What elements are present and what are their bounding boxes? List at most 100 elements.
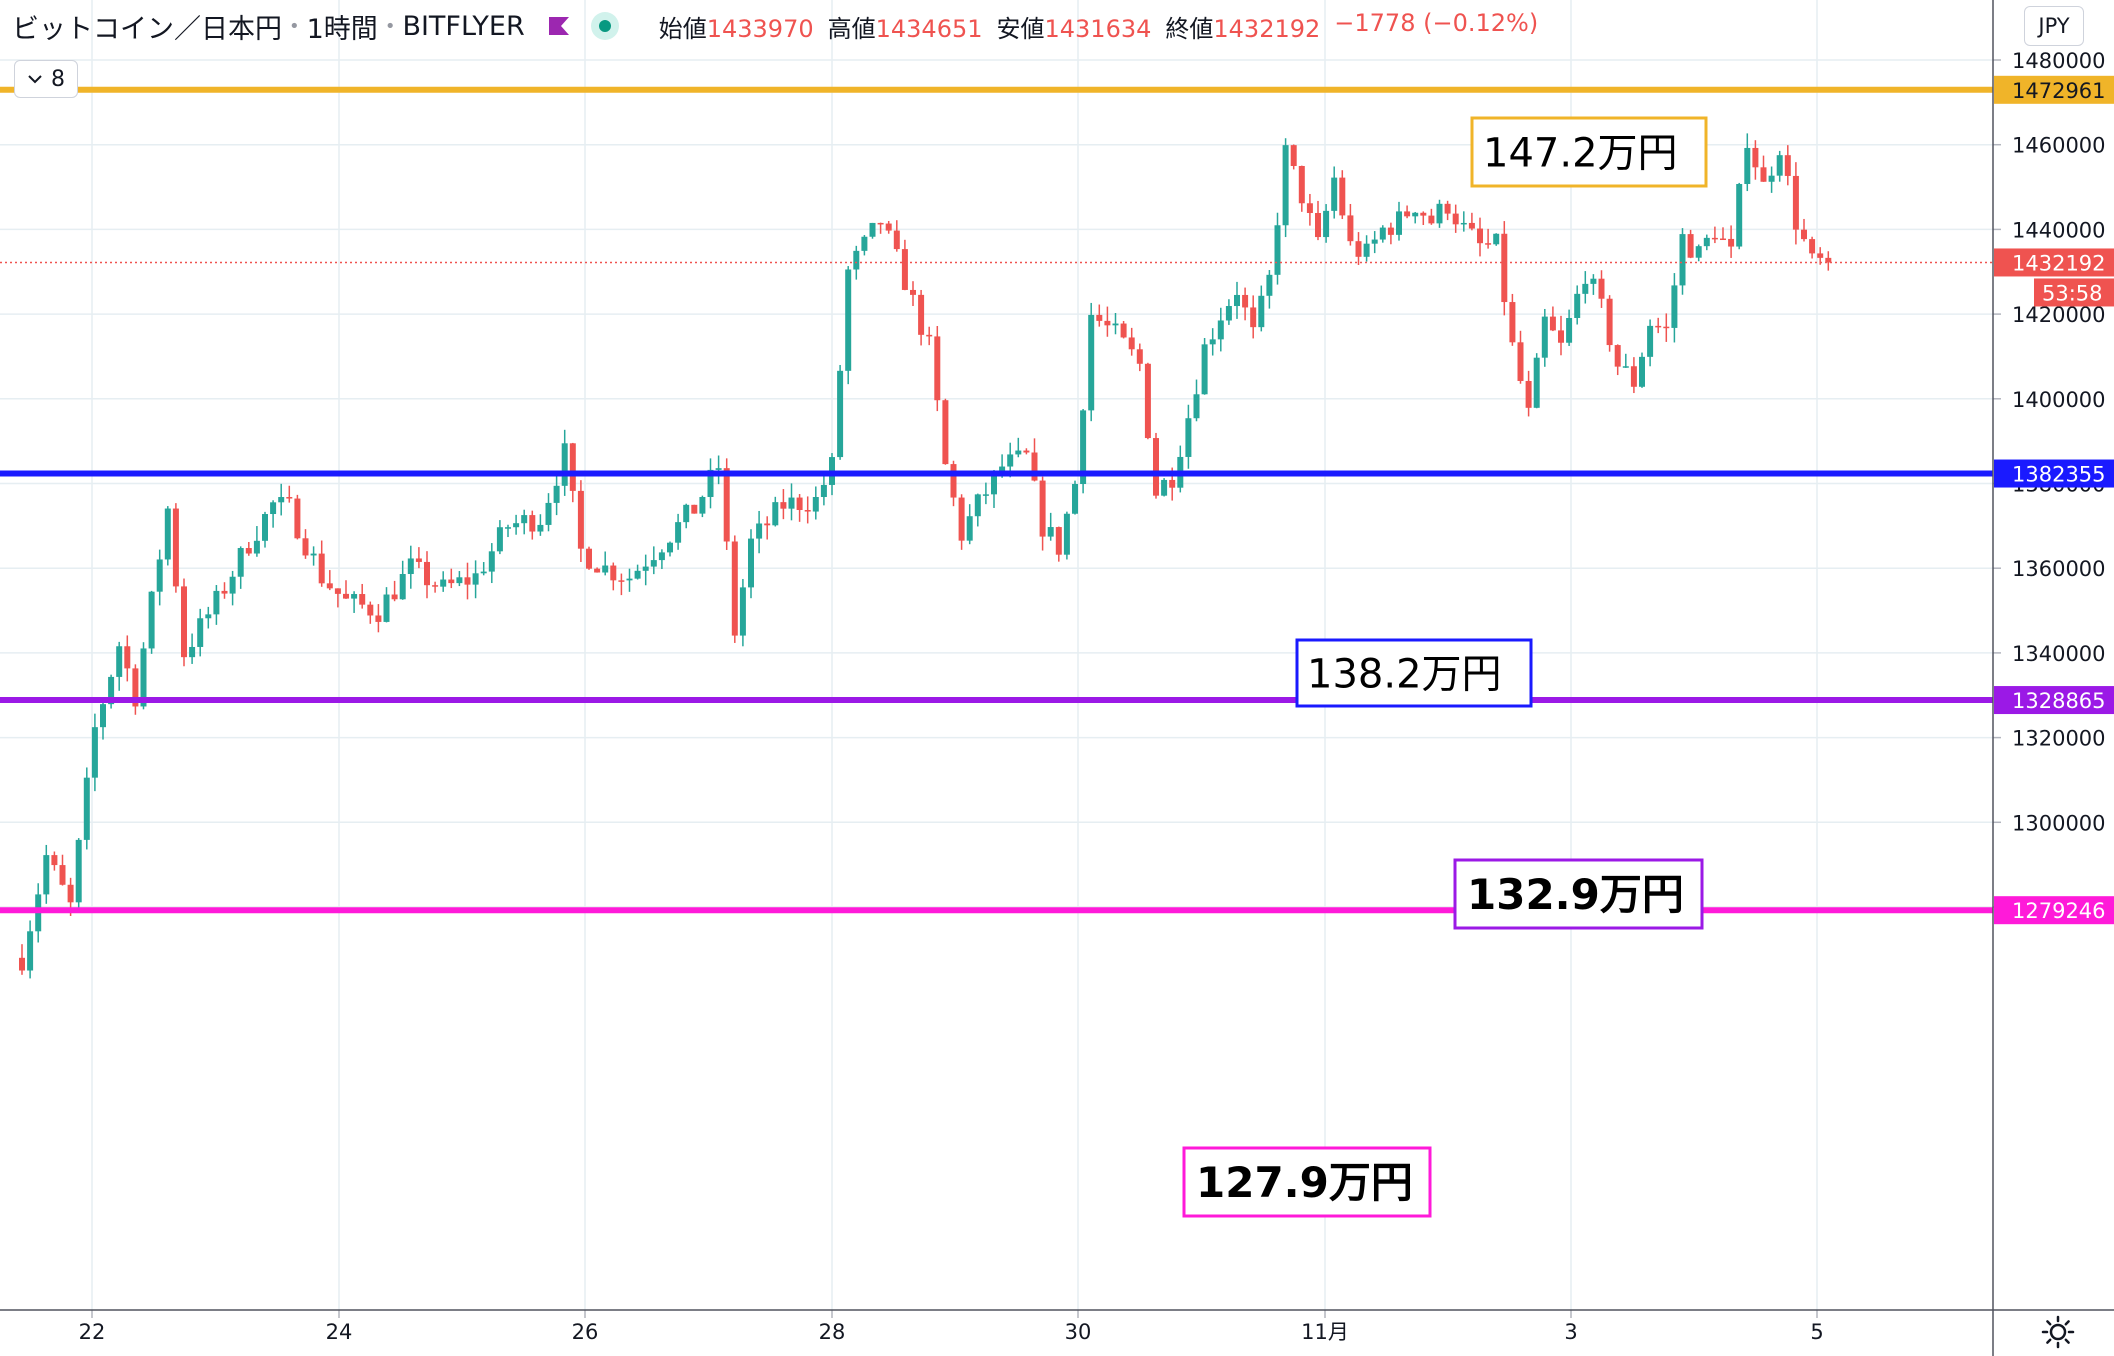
candle — [464, 562, 471, 600]
price-level-tag — [1994, 75, 2114, 104]
candle — [1428, 208, 1435, 225]
candle — [108, 674, 115, 709]
candle — [934, 326, 941, 412]
candle-body — [683, 504, 690, 523]
candle — [1744, 133, 1751, 192]
candle — [1509, 293, 1516, 346]
candle — [1201, 338, 1208, 395]
candle-body — [124, 646, 131, 669]
candle-body — [772, 502, 779, 526]
candle — [1776, 150, 1783, 182]
candle — [132, 664, 139, 715]
candle — [1671, 273, 1678, 343]
candle-body — [1509, 302, 1516, 343]
candle-body — [245, 548, 252, 554]
candle — [1825, 251, 1832, 271]
candle-body — [19, 957, 25, 971]
candle — [448, 568, 455, 589]
candle-body — [1452, 213, 1459, 225]
candle — [189, 633, 196, 664]
flag-icon[interactable] — [547, 15, 571, 37]
time-tick-label: 26 — [572, 1320, 599, 1344]
candle — [1185, 404, 1192, 469]
candle — [1266, 270, 1273, 309]
candle-body — [51, 855, 58, 866]
candle — [1436, 199, 1443, 228]
candle-body — [1355, 241, 1362, 257]
exchange-label[interactable]: BITFLYER — [402, 10, 525, 42]
candle — [837, 364, 844, 460]
candle-body — [100, 704, 106, 728]
price-tick-label: 1340000 — [2012, 642, 2106, 666]
candle-body — [1525, 380, 1532, 408]
candle — [286, 485, 293, 503]
candle — [537, 514, 544, 536]
candle-body — [1428, 215, 1435, 224]
candle-body — [270, 502, 277, 515]
candle-body — [505, 527, 511, 529]
candle-body — [472, 573, 479, 585]
candle — [545, 493, 552, 532]
candle — [205, 606, 212, 629]
candle — [893, 220, 900, 252]
settings-icon[interactable] — [2040, 1314, 2076, 1350]
candle — [683, 503, 690, 529]
candle — [100, 699, 106, 740]
candle-body — [43, 855, 50, 895]
candle-body — [432, 585, 439, 587]
candle-body — [108, 676, 115, 705]
candle — [1574, 285, 1581, 325]
candle — [424, 551, 430, 599]
indicators-toggle-button[interactable]: 8 — [14, 60, 78, 98]
candle — [505, 524, 511, 538]
symbol-name[interactable]: ビットコイン／日本円 — [12, 13, 282, 45]
candle — [156, 549, 163, 606]
level-annotation-box — [1470, 116, 1708, 188]
candle — [1120, 320, 1127, 339]
candle — [1128, 327, 1135, 356]
candle — [1387, 222, 1394, 245]
candle-body — [594, 568, 601, 573]
candle-body — [1396, 211, 1402, 235]
candle — [1144, 362, 1151, 440]
candle — [561, 429, 568, 496]
price-axis[interactable]: 1280000130000013200001340000136000013800… — [1992, 0, 2114, 1356]
candle-body — [1501, 233, 1508, 303]
interval-label[interactable]: 1時間 — [306, 13, 378, 45]
candle-body — [1217, 320, 1224, 340]
candle-body — [399, 574, 406, 600]
currency-button[interactable]: JPY — [2024, 6, 2084, 46]
candle — [262, 511, 268, 548]
candle-body — [1379, 227, 1386, 240]
time-axis[interactable]: 22 24 26 28 30 11月 3 5 — [0, 1309, 2114, 1344]
candle-body — [1161, 479, 1168, 496]
candle-body — [950, 464, 957, 498]
candle-body — [1817, 253, 1824, 258]
candle-body — [1387, 227, 1394, 235]
candle — [1695, 244, 1702, 262]
candle — [1647, 319, 1654, 367]
candle-body — [464, 577, 471, 585]
candle-body — [1436, 203, 1443, 224]
candle-body — [294, 498, 301, 539]
candle-body — [343, 593, 349, 599]
candle-body — [75, 839, 82, 903]
candle — [1582, 271, 1589, 304]
candle — [27, 920, 34, 979]
candle — [1112, 312, 1119, 335]
candle — [577, 480, 584, 563]
indicator-count: 8 — [51, 66, 65, 92]
candle — [1234, 281, 1240, 319]
close-label: 終値 — [1165, 14, 1214, 43]
candle-body — [658, 552, 665, 561]
candle-body — [1055, 527, 1062, 555]
candle — [1809, 236, 1816, 259]
candle-body — [723, 468, 730, 542]
candle — [1404, 205, 1411, 219]
candle-body — [132, 668, 139, 707]
candle-body — [1622, 366, 1629, 368]
candle-body — [334, 588, 341, 594]
candle-body — [901, 249, 908, 290]
market-status-icon[interactable] — [590, 12, 619, 40]
